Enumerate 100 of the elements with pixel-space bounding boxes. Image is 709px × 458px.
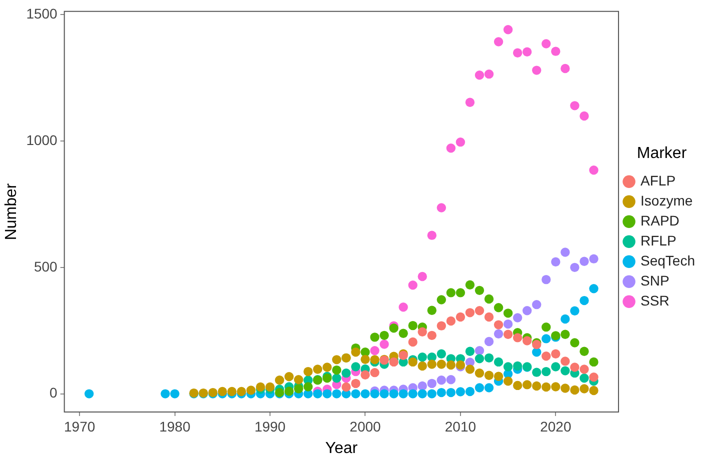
point [418,327,427,336]
point [570,306,580,316]
point [265,382,275,392]
point [589,254,598,264]
point [474,70,484,80]
point [474,368,484,378]
point [494,329,504,338]
point [446,375,456,384]
point [542,352,551,361]
point [342,382,351,392]
point [370,389,380,398]
point [570,101,580,110]
point [380,389,389,398]
point [370,355,380,364]
point [551,349,560,358]
point [522,380,532,390]
point [294,384,304,394]
point [274,376,284,385]
point [494,303,504,312]
point [580,364,589,374]
point [560,248,570,257]
point [484,370,494,380]
point [560,356,570,366]
point [408,320,418,330]
point [370,332,380,342]
point [570,362,580,372]
point [474,354,484,364]
point [332,374,342,383]
point [418,352,427,362]
point [408,280,418,290]
point [542,322,551,332]
point [474,383,484,392]
x-axis-title: Year [325,440,358,457]
point [474,346,484,356]
point [580,111,589,121]
point [551,257,560,266]
point [503,319,513,329]
point [256,382,266,392]
point [494,320,504,330]
point [313,389,322,398]
point [589,372,598,382]
y-tick-label: 1000 [26,132,58,148]
point [484,353,494,363]
point [427,306,436,315]
point [522,306,532,316]
point [503,330,513,340]
point [313,364,322,374]
legend-label: RFLP [640,232,676,248]
point [446,360,456,370]
point [436,203,446,212]
legend-title: Marker [636,144,688,162]
point [580,346,589,356]
y-tick-label: 0 [50,384,58,401]
point [551,46,560,56]
point [580,374,589,383]
x-tick-label: 1990 [254,418,286,434]
point [532,368,542,377]
point [389,323,398,333]
point [418,381,427,391]
point [484,383,494,392]
point [351,389,360,398]
point [560,314,570,324]
point [522,336,532,346]
x-tick-label: 1970 [64,418,96,434]
point [494,372,504,381]
point [494,37,504,46]
point [560,366,570,376]
point [503,308,513,318]
point [465,346,475,356]
legend-label: Isozyme [640,192,693,208]
point [512,48,522,58]
point [503,362,513,372]
point [494,357,504,367]
point [427,389,436,398]
point [370,368,380,378]
point [465,308,475,318]
point [474,286,484,296]
point [360,354,370,364]
point [304,366,313,376]
point [542,382,551,392]
legend-label: SeqTech [640,252,695,268]
point [446,288,456,298]
point [512,380,522,390]
point [398,302,408,312]
point [465,386,475,396]
point [332,389,342,398]
point [551,382,560,392]
point [322,362,332,372]
point [360,389,370,398]
point [580,384,589,394]
point [465,98,475,107]
point [503,376,513,386]
point [456,137,466,147]
legend-label: SNP [640,272,670,288]
point [370,346,380,356]
point [446,144,456,153]
point [408,337,418,347]
point [456,312,466,322]
point [418,361,427,371]
point [589,166,598,175]
